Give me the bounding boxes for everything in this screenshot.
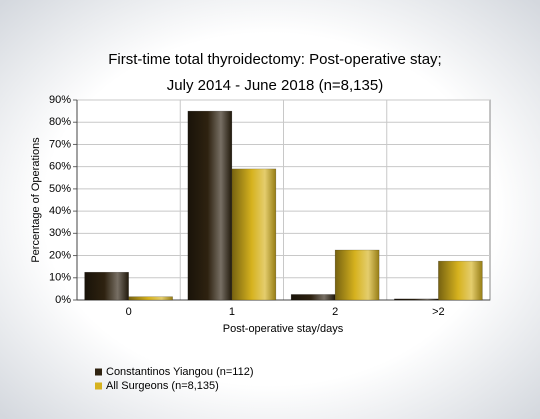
y-axis-label: Percentage of Operations [30, 137, 42, 263]
bar [394, 298, 439, 301]
y-tick-label: 70% [49, 138, 71, 150]
bar [290, 294, 336, 301]
x-axis-label: Post-operative stay/days [223, 323, 344, 335]
chart-title: July 2014 - June 2018 (n=8,135) [167, 77, 383, 94]
y-tick-label: 10% [49, 272, 71, 284]
legend-label: Constantinos Yiangou (n=112) [106, 366, 254, 378]
x-tick-label: 1 [229, 306, 235, 318]
legend-label: All Surgeons (n=8,135) [106, 380, 219, 392]
legend-swatch [95, 368, 102, 376]
x-tick-label: 0 [126, 306, 132, 318]
bar [231, 168, 277, 301]
bar [334, 249, 380, 301]
y-tick-label: 50% [49, 183, 71, 195]
y-tick-label: 20% [49, 249, 71, 261]
legend-swatch [95, 382, 102, 390]
y-tick-label: 40% [49, 205, 71, 217]
y-tick-label: 80% [49, 116, 71, 128]
chart-title: First-time total thyroidectomy: Post-ope… [108, 51, 441, 68]
x-tick-label: 2 [332, 306, 338, 318]
bar [187, 110, 233, 301]
y-tick-label: 90% [49, 94, 71, 106]
y-tick-label: 30% [49, 227, 71, 239]
y-tick-label: 0% [55, 294, 71, 306]
bar [128, 296, 173, 301]
bar [438, 260, 483, 301]
x-tick-label: >2 [432, 306, 445, 318]
bar [84, 271, 129, 301]
y-tick-label: 60% [49, 161, 71, 173]
